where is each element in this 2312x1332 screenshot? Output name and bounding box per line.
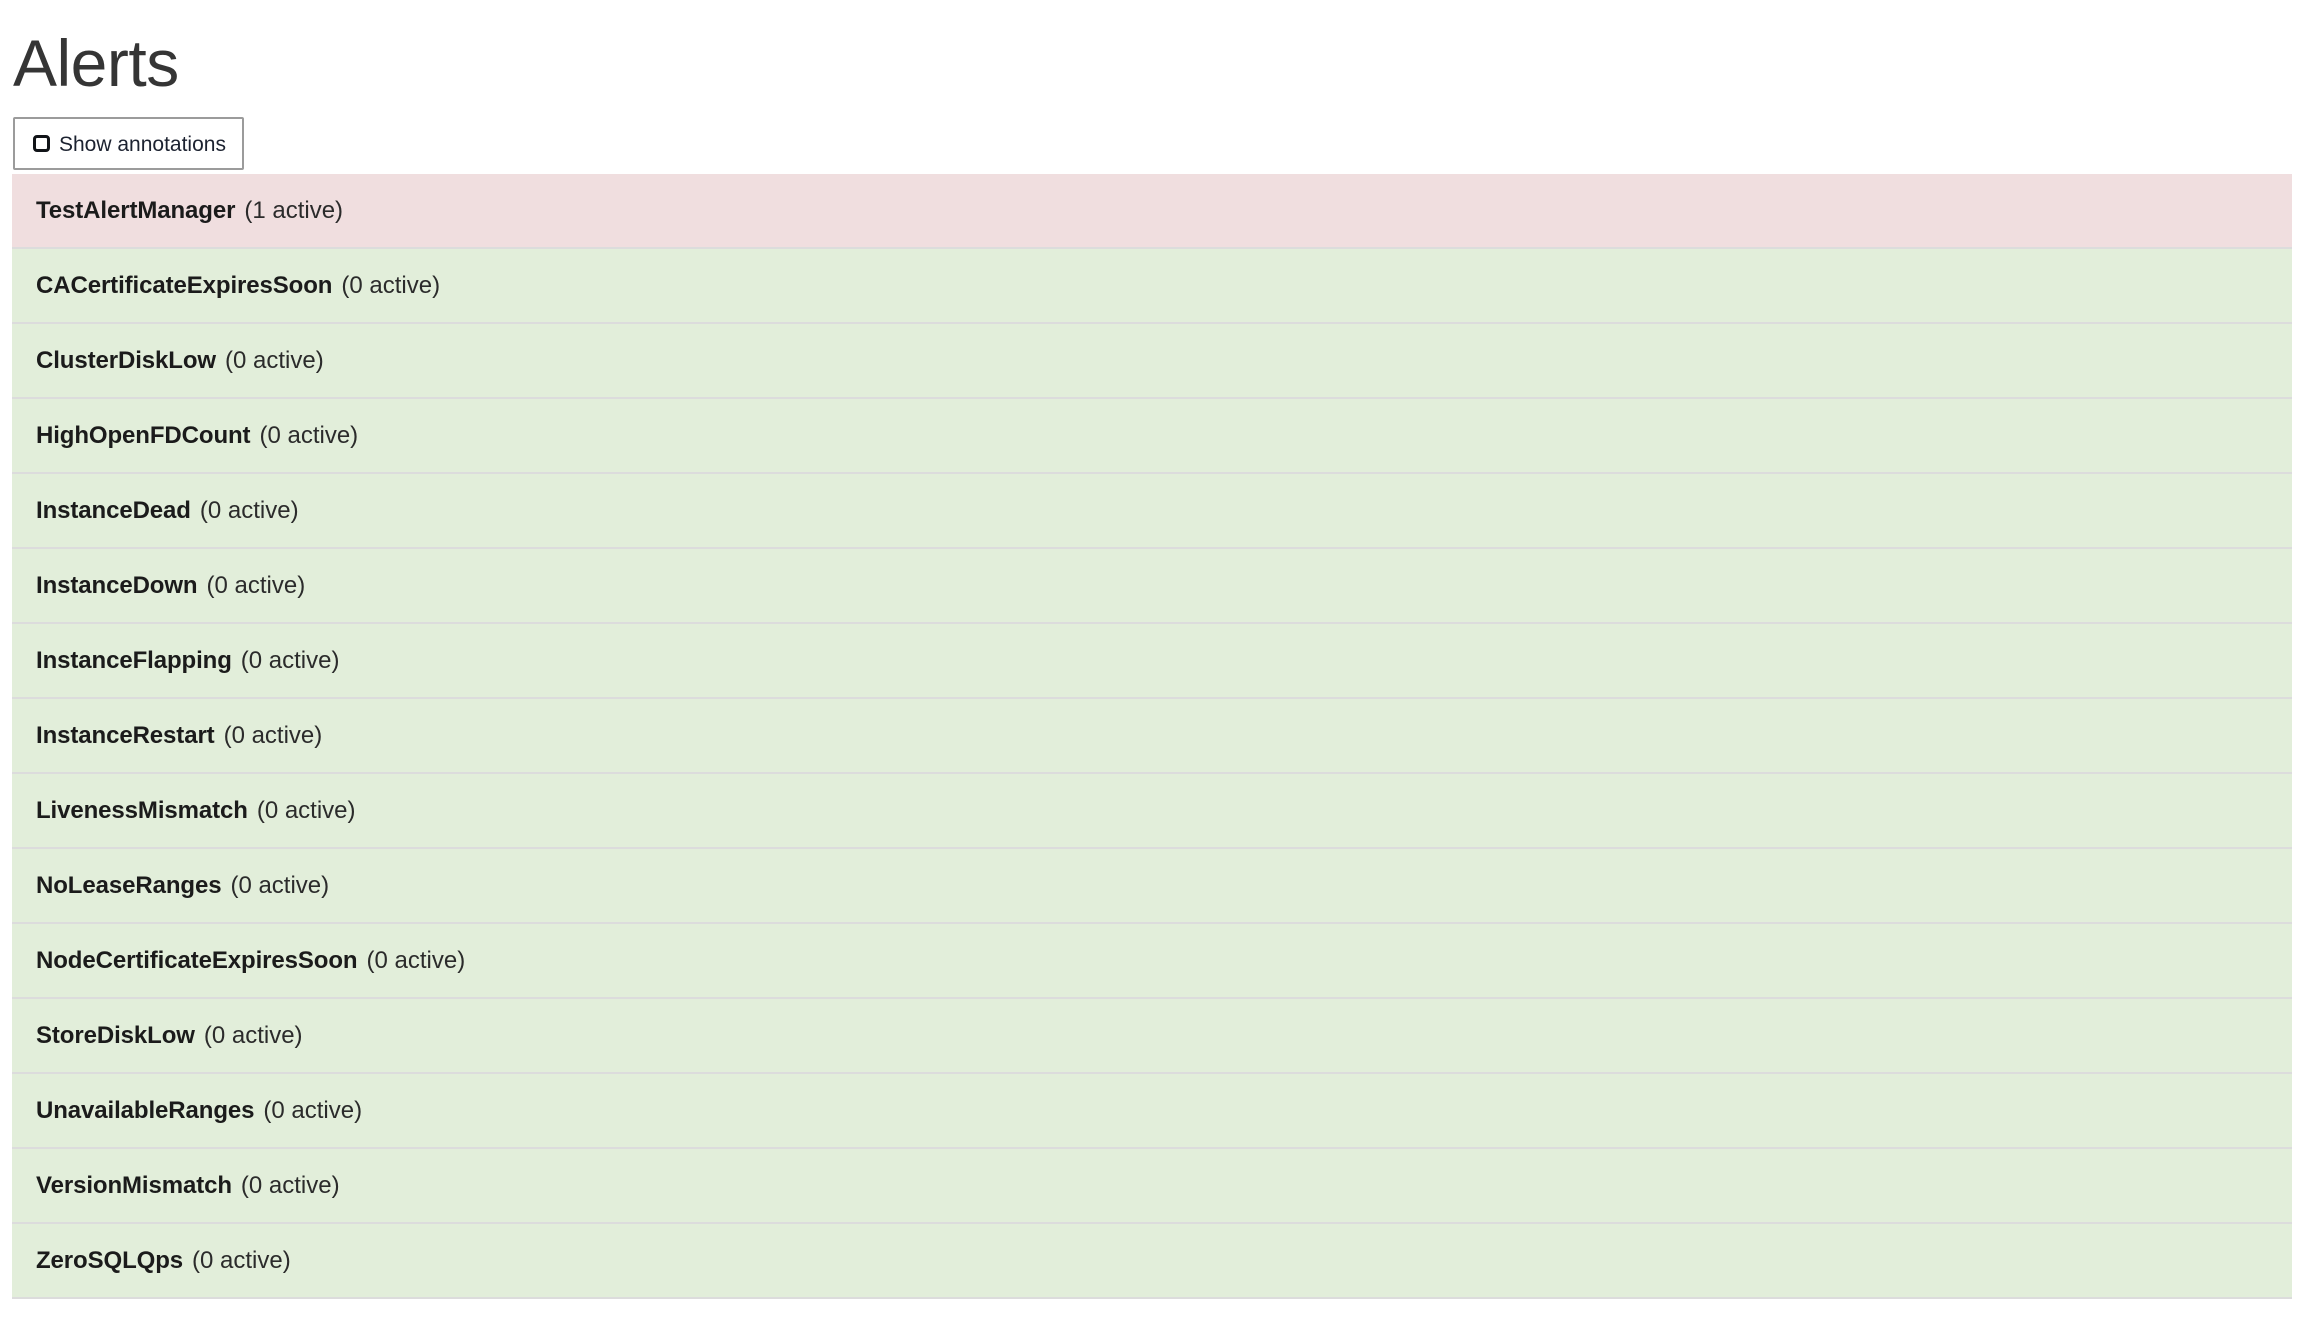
alert-name: StoreDiskLow	[36, 1021, 195, 1049]
alert-row[interactable]: ZeroSQLQps (0 active)	[12, 1224, 2292, 1299]
alert-name: CACertificateExpiresSoon	[36, 271, 333, 299]
alert-active-count: (0 active)	[263, 1096, 363, 1124]
alert-name: LivenessMismatch	[36, 796, 248, 824]
alert-active-count: (0 active)	[199, 496, 299, 524]
alert-name: TestAlertManager	[36, 196, 236, 224]
alert-active-count: (0 active)	[240, 1171, 340, 1199]
alert-active-count: (0 active)	[366, 946, 466, 974]
alert-name: InstanceDown	[36, 571, 198, 599]
alert-name: UnavailableRanges	[36, 1096, 255, 1124]
alert-name: ZeroSQLQps	[36, 1246, 184, 1274]
alert-row[interactable]: InstanceFlapping (0 active)	[12, 624, 2292, 699]
alert-name: HighOpenFDCount	[36, 421, 251, 449]
toolbar: Show annotations	[0, 96, 2312, 170]
alert-row[interactable]: VersionMismatch (0 active)	[12, 1149, 2292, 1224]
alert-active-count: (0 active)	[224, 346, 324, 374]
alert-active-count: (0 active)	[223, 721, 323, 749]
alert-active-count: (0 active)	[206, 571, 306, 599]
alert-name: InstanceFlapping	[36, 646, 232, 674]
alert-row[interactable]: InstanceDown (0 active)	[12, 549, 2292, 624]
alert-name: InstanceRestart	[36, 721, 215, 749]
alert-name: ClusterDiskLow	[36, 346, 216, 374]
alert-active-count: (0 active)	[259, 421, 359, 449]
show-annotations-label: Show annotations	[59, 133, 226, 156]
alert-active-count: (0 active)	[230, 871, 330, 899]
alert-active-count: (0 active)	[203, 1021, 303, 1049]
alert-active-count: (0 active)	[256, 796, 356, 824]
alert-row[interactable]: TestAlertManager (1 active)	[12, 174, 2292, 249]
checkbox-unchecked-icon	[33, 135, 50, 152]
alert-row[interactable]: NodeCertificateExpiresSoon (0 active)	[12, 924, 2292, 999]
alert-row[interactable]: NoLeaseRanges (0 active)	[12, 849, 2292, 924]
alert-name: InstanceDead	[36, 496, 191, 524]
alert-row[interactable]: CACertificateExpiresSoon (0 active)	[12, 249, 2292, 324]
alert-row[interactable]: LivenessMismatch (0 active)	[12, 774, 2292, 849]
alert-name: NodeCertificateExpiresSoon	[36, 946, 358, 974]
alert-name: NoLeaseRanges	[36, 871, 222, 899]
alert-row[interactable]: InstanceDead (0 active)	[12, 474, 2292, 549]
alert-active-count: (0 active)	[341, 271, 441, 299]
show-annotations-button[interactable]: Show annotations	[13, 117, 244, 170]
alert-active-count: (1 active)	[244, 196, 344, 224]
alert-name: VersionMismatch	[36, 1171, 232, 1199]
alert-row[interactable]: ClusterDiskLow (0 active)	[12, 324, 2292, 399]
alert-list: TestAlertManager (1 active) CACertificateE…	[0, 174, 2312, 1299]
alert-row[interactable]: HighOpenFDCount (0 active)	[12, 399, 2292, 474]
alert-row[interactable]: InstanceRestart (0 active)	[12, 699, 2292, 774]
alert-row[interactable]: UnavailableRanges (0 active)	[12, 1074, 2292, 1149]
alert-active-count: (0 active)	[192, 1246, 291, 1274]
alert-row[interactable]: StoreDiskLow (0 active)	[12, 999, 2292, 1074]
page-title: Alerts	[13, 26, 179, 100]
alert-active-count: (0 active)	[240, 646, 340, 674]
